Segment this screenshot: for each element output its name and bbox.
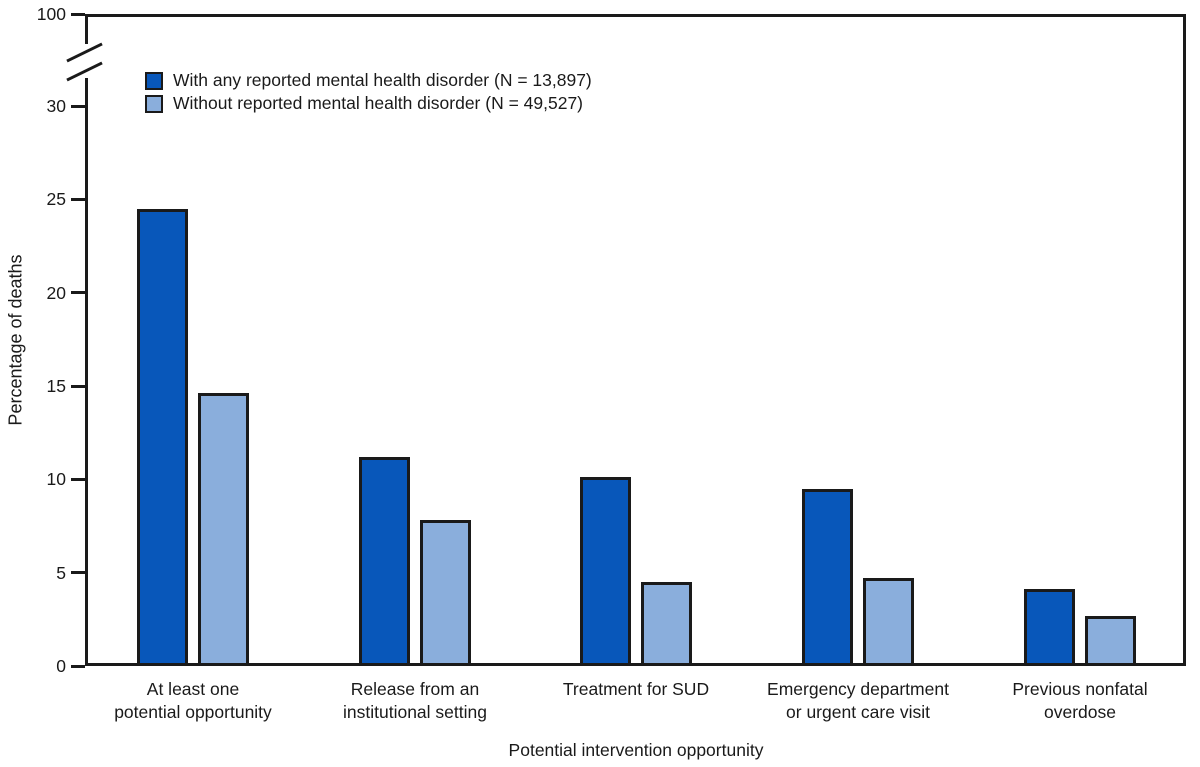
y-tick-label: 30 xyxy=(46,96,66,116)
legend-item-without-mh-disorder: Without reported mental health disorder … xyxy=(145,94,592,113)
y-tick-label-100: 100 xyxy=(36,4,66,24)
category-label-release-institutional: Release from an institutional setting xyxy=(343,679,487,722)
bar-with-mh-disorder xyxy=(580,477,631,663)
legend-label: With any reported mental health disorder… xyxy=(173,70,592,90)
bar-without-mh-disorder xyxy=(420,520,471,663)
legend-item-with-mh-disorder: With any reported mental health disorder… xyxy=(145,71,592,90)
axis-break-gap xyxy=(82,44,91,78)
y-tick-mark xyxy=(71,384,85,388)
bar-without-mh-disorder xyxy=(863,578,914,663)
bar-without-mh-disorder xyxy=(198,393,249,663)
y-tick-mark-100 xyxy=(71,12,85,16)
bar-with-mh-disorder xyxy=(802,488,853,663)
y-tick-mark xyxy=(71,477,85,481)
y-tick-mark xyxy=(71,571,85,575)
legend-swatch-without-mh-disorder xyxy=(145,94,163,113)
bar-without-mh-disorder xyxy=(641,582,692,663)
y-tick-mark xyxy=(71,104,85,108)
y-tick-label: 20 xyxy=(46,282,66,303)
y-tick-label: 0 xyxy=(56,656,66,676)
category-label-treatment-sud: Treatment for SUD xyxy=(562,679,710,699)
y-tick-label: 10 xyxy=(46,469,66,490)
plot-area xyxy=(85,14,1186,666)
category-label-previous-overdose: Previous nonfatal overdose xyxy=(1012,679,1148,722)
y-tick-label: 15 xyxy=(46,376,66,396)
legend: With any reported mental health disorder… xyxy=(145,71,592,113)
y-tick-mark xyxy=(71,664,85,668)
y-tick-label: 25 xyxy=(46,189,66,210)
y-tick-mark xyxy=(71,197,85,201)
category-label-emergency-dept: Emergency department or urgent care visi… xyxy=(767,679,949,722)
bar-with-mh-disorder xyxy=(137,208,188,663)
bar-with-mh-disorder xyxy=(359,456,410,663)
bar-without-mh-disorder xyxy=(1085,615,1136,663)
y-tick-label: 5 xyxy=(56,562,66,583)
legend-swatch-with-mh-disorder xyxy=(145,71,163,90)
legend-label: Without reported mental health disorder … xyxy=(173,93,584,113)
x-axis-title: Potential intervention opportunity xyxy=(508,740,764,760)
y-axis-title: Percentage of deaths xyxy=(5,254,26,426)
bar-with-mh-disorder xyxy=(1024,589,1075,663)
category-label-at-least-one: At least one potential opportunity xyxy=(114,679,272,722)
y-tick-mark xyxy=(71,291,85,295)
